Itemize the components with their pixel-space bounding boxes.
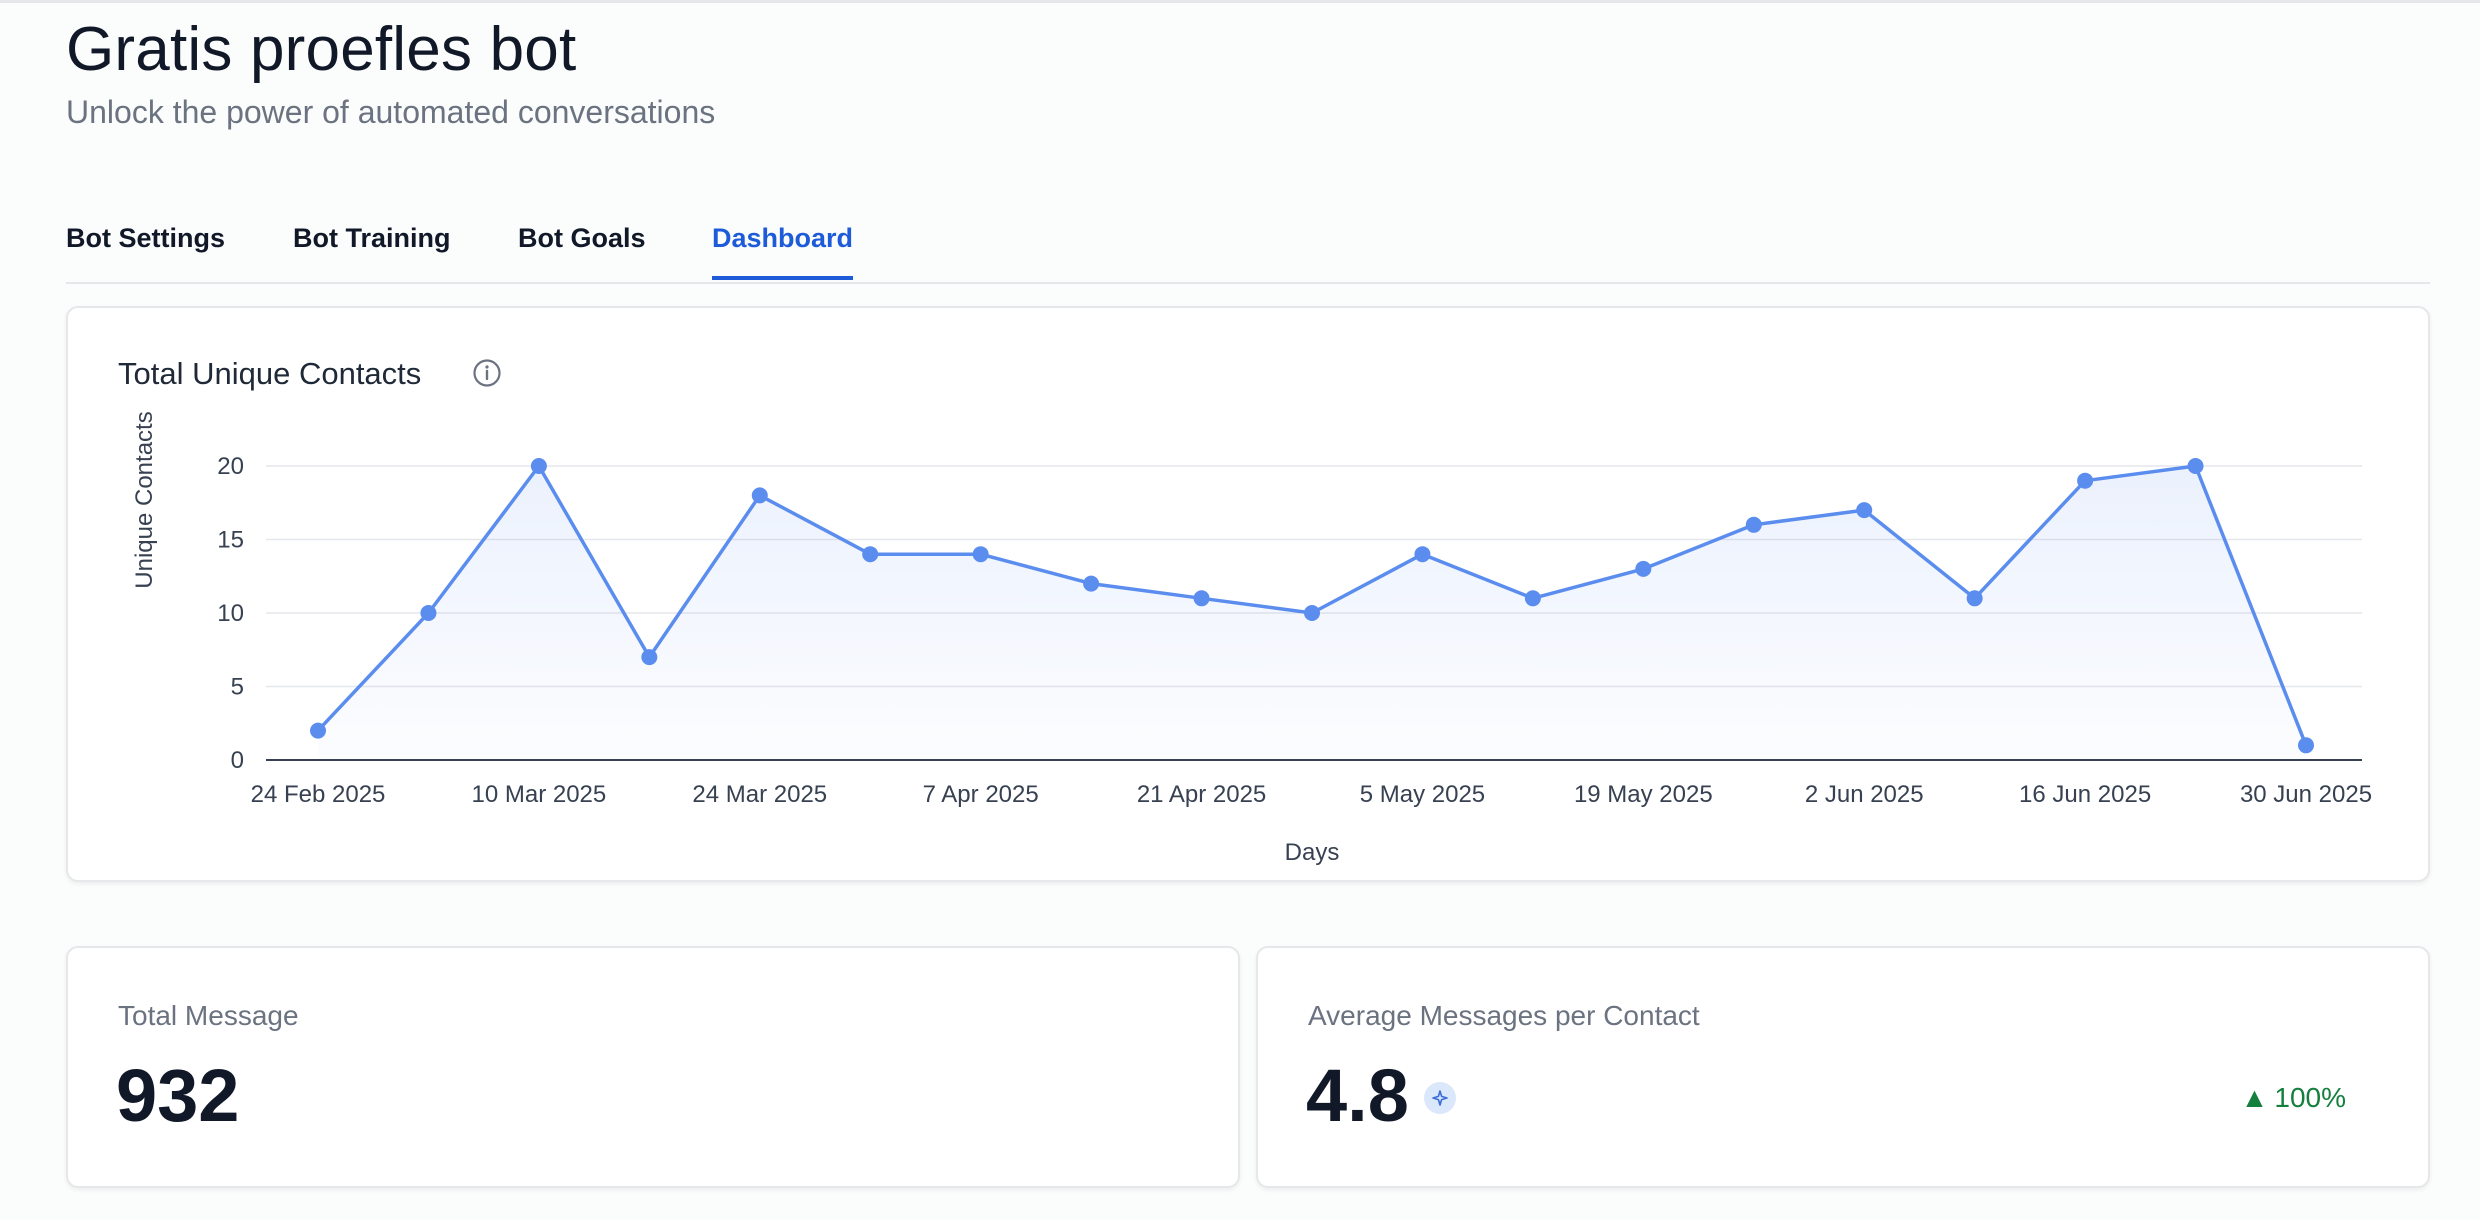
page-title: Gratis proefles bot <box>66 15 577 84</box>
sparkle-icon[interactable] <box>1424 1082 1456 1114</box>
data-point[interactable] <box>2298 737 2314 754</box>
tab-bot-goals[interactable]: Bot Goals <box>518 223 646 253</box>
data-point[interactable] <box>2187 458 2204 474</box>
x-tick-label: 16 Jun 2025 <box>2019 781 2151 808</box>
x-tick-label: 24 Mar 2025 <box>692 781 827 808</box>
total-message-value: 932 <box>116 1054 240 1137</box>
x-axis-label: Days <box>1285 839 1340 866</box>
y-tick-label: 20 <box>217 453 244 480</box>
data-point[interactable] <box>1745 516 1762 533</box>
data-point[interactable] <box>1304 605 1320 621</box>
y-tick-label: 10 <box>217 600 244 627</box>
x-tick-label: 2 Jun 2025 <box>1805 781 1924 808</box>
data-point[interactable] <box>1635 560 1652 577</box>
chart-title: Total Unique Contacts <box>118 356 422 391</box>
x-tick-label: 24 Feb 2025 <box>251 781 386 808</box>
data-point[interactable] <box>862 546 879 563</box>
data-point[interactable] <box>1966 590 1983 607</box>
change-percent: 100% <box>2274 1082 2346 1113</box>
x-tick-label: 5 May 2025 <box>1360 781 1485 808</box>
x-tick-label: 7 Apr 2025 <box>923 781 1039 808</box>
total-message-label: Total Message <box>118 1000 299 1031</box>
data-point[interactable] <box>2077 472 2094 489</box>
data-point[interactable] <box>1524 590 1541 607</box>
y-tick-label: 5 <box>231 674 244 701</box>
x-tick-label: 10 Mar 2025 <box>472 781 607 808</box>
data-point[interactable] <box>1193 590 1210 607</box>
y-tick-label: 0 <box>231 747 244 774</box>
data-point[interactable] <box>420 605 437 621</box>
data-point[interactable] <box>751 487 768 504</box>
unique-contacts-card: Total Unique Contacts 0 5 10 15 20 24 Feb 20… <box>66 306 2430 882</box>
page-subtitle: Unlock the power of automated conversati… <box>66 94 716 130</box>
tab-dashboard[interactable]: Dashboard <box>712 210 854 280</box>
data-point[interactable] <box>310 722 326 739</box>
page-header: Gratis proefles bot Unlock the power of … <box>66 10 715 134</box>
tab-bot-training[interactable]: Bot Training <box>293 223 451 253</box>
data-point[interactable] <box>1414 546 1431 563</box>
tab-bot-settings[interactable]: Bot Settings <box>66 223 225 253</box>
data-point[interactable] <box>641 649 658 666</box>
total-message-card: Total Message 932 <box>66 946 1240 1188</box>
data-point[interactable] <box>972 546 989 563</box>
x-tick-label: 30 Jun 2025 <box>2240 781 2372 808</box>
x-tick-label: 21 Apr 2025 <box>1137 781 1266 808</box>
data-point[interactable] <box>1083 575 1100 592</box>
avg-messages-card: Average Messages per Contact 4.8 ▲ 100% <box>1256 946 2430 1188</box>
triangle-up-icon: ▲ <box>2240 1082 2269 1113</box>
data-point[interactable] <box>530 458 547 474</box>
data-point[interactable] <box>1856 502 1873 519</box>
contacts-line-chart: 0 5 10 15 20 24 Feb 2025 10 Mar 2025 24 Mar 20… <box>131 411 2372 866</box>
info-icon[interactable] <box>472 358 502 388</box>
avg-messages-change: ▲ 100% <box>2241 1078 2346 1118</box>
x-tick-label: 19 May 2025 <box>1574 781 1713 808</box>
tab-bar: Bot Settings Bot Training Bot Goals Dash… <box>66 210 2430 284</box>
y-axis-label: Unique Contacts <box>131 411 158 588</box>
top-border <box>0 0 2480 3</box>
avg-messages-label: Average Messages per Contact <box>1308 1000 1700 1031</box>
avg-messages-value: 4.8 <box>1306 1054 1409 1137</box>
y-tick-label: 15 <box>217 527 244 554</box>
